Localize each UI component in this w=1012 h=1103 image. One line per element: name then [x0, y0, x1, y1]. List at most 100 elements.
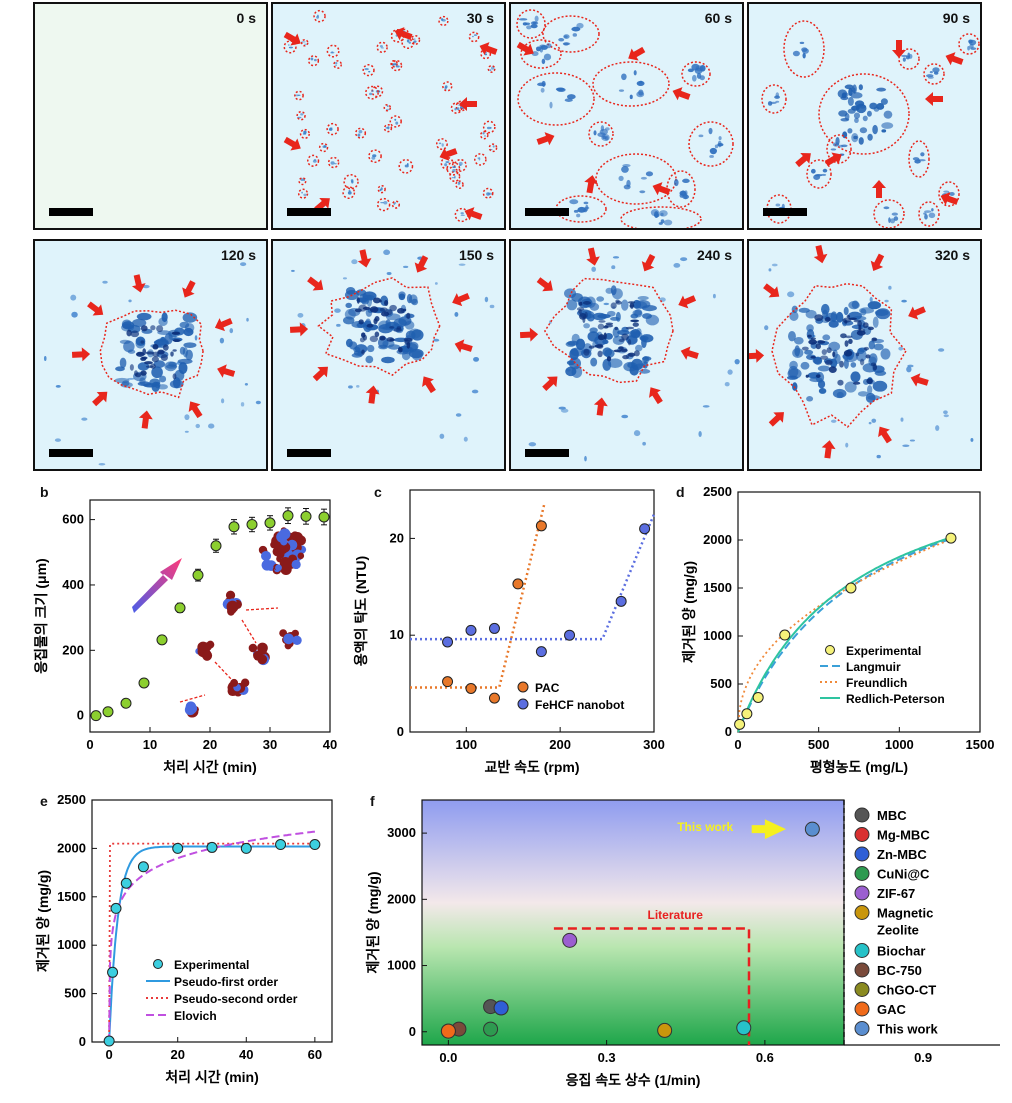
floc-particle: [814, 173, 823, 177]
plot-frame: [91, 799, 333, 1043]
floc-particle: [924, 210, 932, 213]
floc-particle: [597, 323, 605, 330]
dotted-outline: [343, 174, 359, 190]
floc-particle: [484, 53, 488, 56]
dotted-outline: [294, 90, 304, 101]
floc-particle: [454, 107, 457, 111]
floc-particle: [598, 320, 606, 323]
red-arrow-icon: [749, 348, 765, 363]
dotted-outline: [520, 39, 562, 69]
time-label: 90 s: [942, 10, 970, 26]
floc-particle: [579, 312, 587, 320]
floc-particle: [374, 331, 380, 338]
floc-particle: [127, 377, 135, 380]
floc-particle: [389, 304, 397, 312]
floc-particle: [629, 94, 633, 100]
floc-particle: [605, 322, 614, 326]
floc-particle: [724, 382, 730, 387]
dotted-outline: [918, 201, 940, 227]
floc-particle: [169, 379, 184, 389]
legend-marker: [854, 846, 870, 862]
floc-particle: [603, 332, 607, 340]
floc-particle: [335, 64, 338, 66]
floc-particle: [627, 352, 636, 357]
legend-label: Zn-MBC: [877, 847, 927, 862]
floc-particle: [636, 80, 645, 86]
floc-particle: [384, 299, 389, 306]
floc-particle: [578, 301, 583, 306]
floc-particle: [764, 325, 769, 331]
x-tick-label: 1000: [885, 737, 914, 752]
red-arrow-icon: [519, 327, 539, 342]
dotted-outline: [283, 40, 297, 54]
floc-particle: [837, 89, 848, 99]
data-point: [206, 841, 218, 853]
floc-particle: [645, 171, 654, 177]
floc-particle: [633, 70, 637, 76]
floc-particle: [140, 370, 147, 376]
floc-particle: [379, 307, 388, 313]
floc-particle: [98, 462, 106, 466]
floc-particle: [633, 430, 641, 437]
floc-particle: [159, 375, 167, 383]
floc-particle: [395, 121, 399, 125]
legend-label: MBC: [877, 808, 907, 823]
floc-particle: [807, 334, 812, 338]
floc-outline: [99, 309, 204, 399]
floc-particle: [301, 191, 303, 194]
floc-particle: [393, 62, 397, 66]
floc-particle: [821, 349, 827, 355]
floc-particle: [801, 47, 808, 52]
floc-particle: [717, 143, 724, 147]
floc-particle: [303, 130, 307, 134]
literature-boundary: [553, 927, 751, 1045]
floc-particle: [850, 92, 863, 99]
floc-particle: [297, 312, 304, 318]
legend-label: Magnetic: [877, 906, 933, 921]
x-tick-label: 0: [734, 737, 741, 752]
dotted-outline: [327, 156, 340, 169]
floc-particle: [612, 256, 620, 259]
x-axis-label: 처리 시간 (min): [165, 1069, 259, 1085]
floc-particle: [345, 302, 352, 309]
dotted-outline: [542, 15, 600, 53]
floc-particle: [330, 52, 335, 54]
y-tick-label: 2500: [57, 792, 86, 807]
data-point: [564, 629, 576, 641]
floc-particle: [858, 84, 863, 91]
floc-particle: [618, 89, 625, 92]
data-point: [102, 706, 114, 718]
dotted-outline: [487, 64, 496, 73]
y-axis-label: 제거된 양 (mg/g): [681, 561, 697, 663]
legend-label: FeHCF nanobot: [535, 698, 624, 712]
data-point: [440, 1023, 456, 1039]
floc-particle: [229, 328, 234, 334]
floc-particle: [867, 133, 873, 141]
x-tick-label: 500: [808, 737, 830, 752]
floc-particle: [484, 135, 486, 137]
y-tick-label: 0: [79, 1034, 86, 1049]
floc-particle: [867, 326, 874, 331]
x-tick-label: 20: [170, 1047, 184, 1062]
floc-particle: [844, 381, 857, 393]
floc-particle: [240, 262, 247, 267]
floc-particle: [855, 349, 867, 362]
floc-particle: [383, 249, 391, 256]
interaction-arrow-icon: [241, 619, 257, 644]
micrograph-240s: 240 s: [509, 239, 744, 471]
floc-particle: [970, 47, 977, 50]
floc-particle: [817, 365, 831, 372]
floc-particle: [642, 441, 646, 446]
red-arrow-icon: [678, 295, 697, 309]
floc-particle: [460, 212, 464, 215]
floc-particle: [380, 202, 385, 204]
floc-particle: [179, 346, 186, 355]
x-tick-label: 100: [455, 737, 477, 752]
floc-particle: [949, 192, 955, 196]
floc-particle: [923, 212, 927, 215]
dotted-outline: [299, 128, 310, 139]
floc-particle: [687, 68, 694, 73]
data-point: [493, 1000, 509, 1016]
floc-particle: [663, 219, 673, 226]
legend-marker: [854, 866, 870, 881]
